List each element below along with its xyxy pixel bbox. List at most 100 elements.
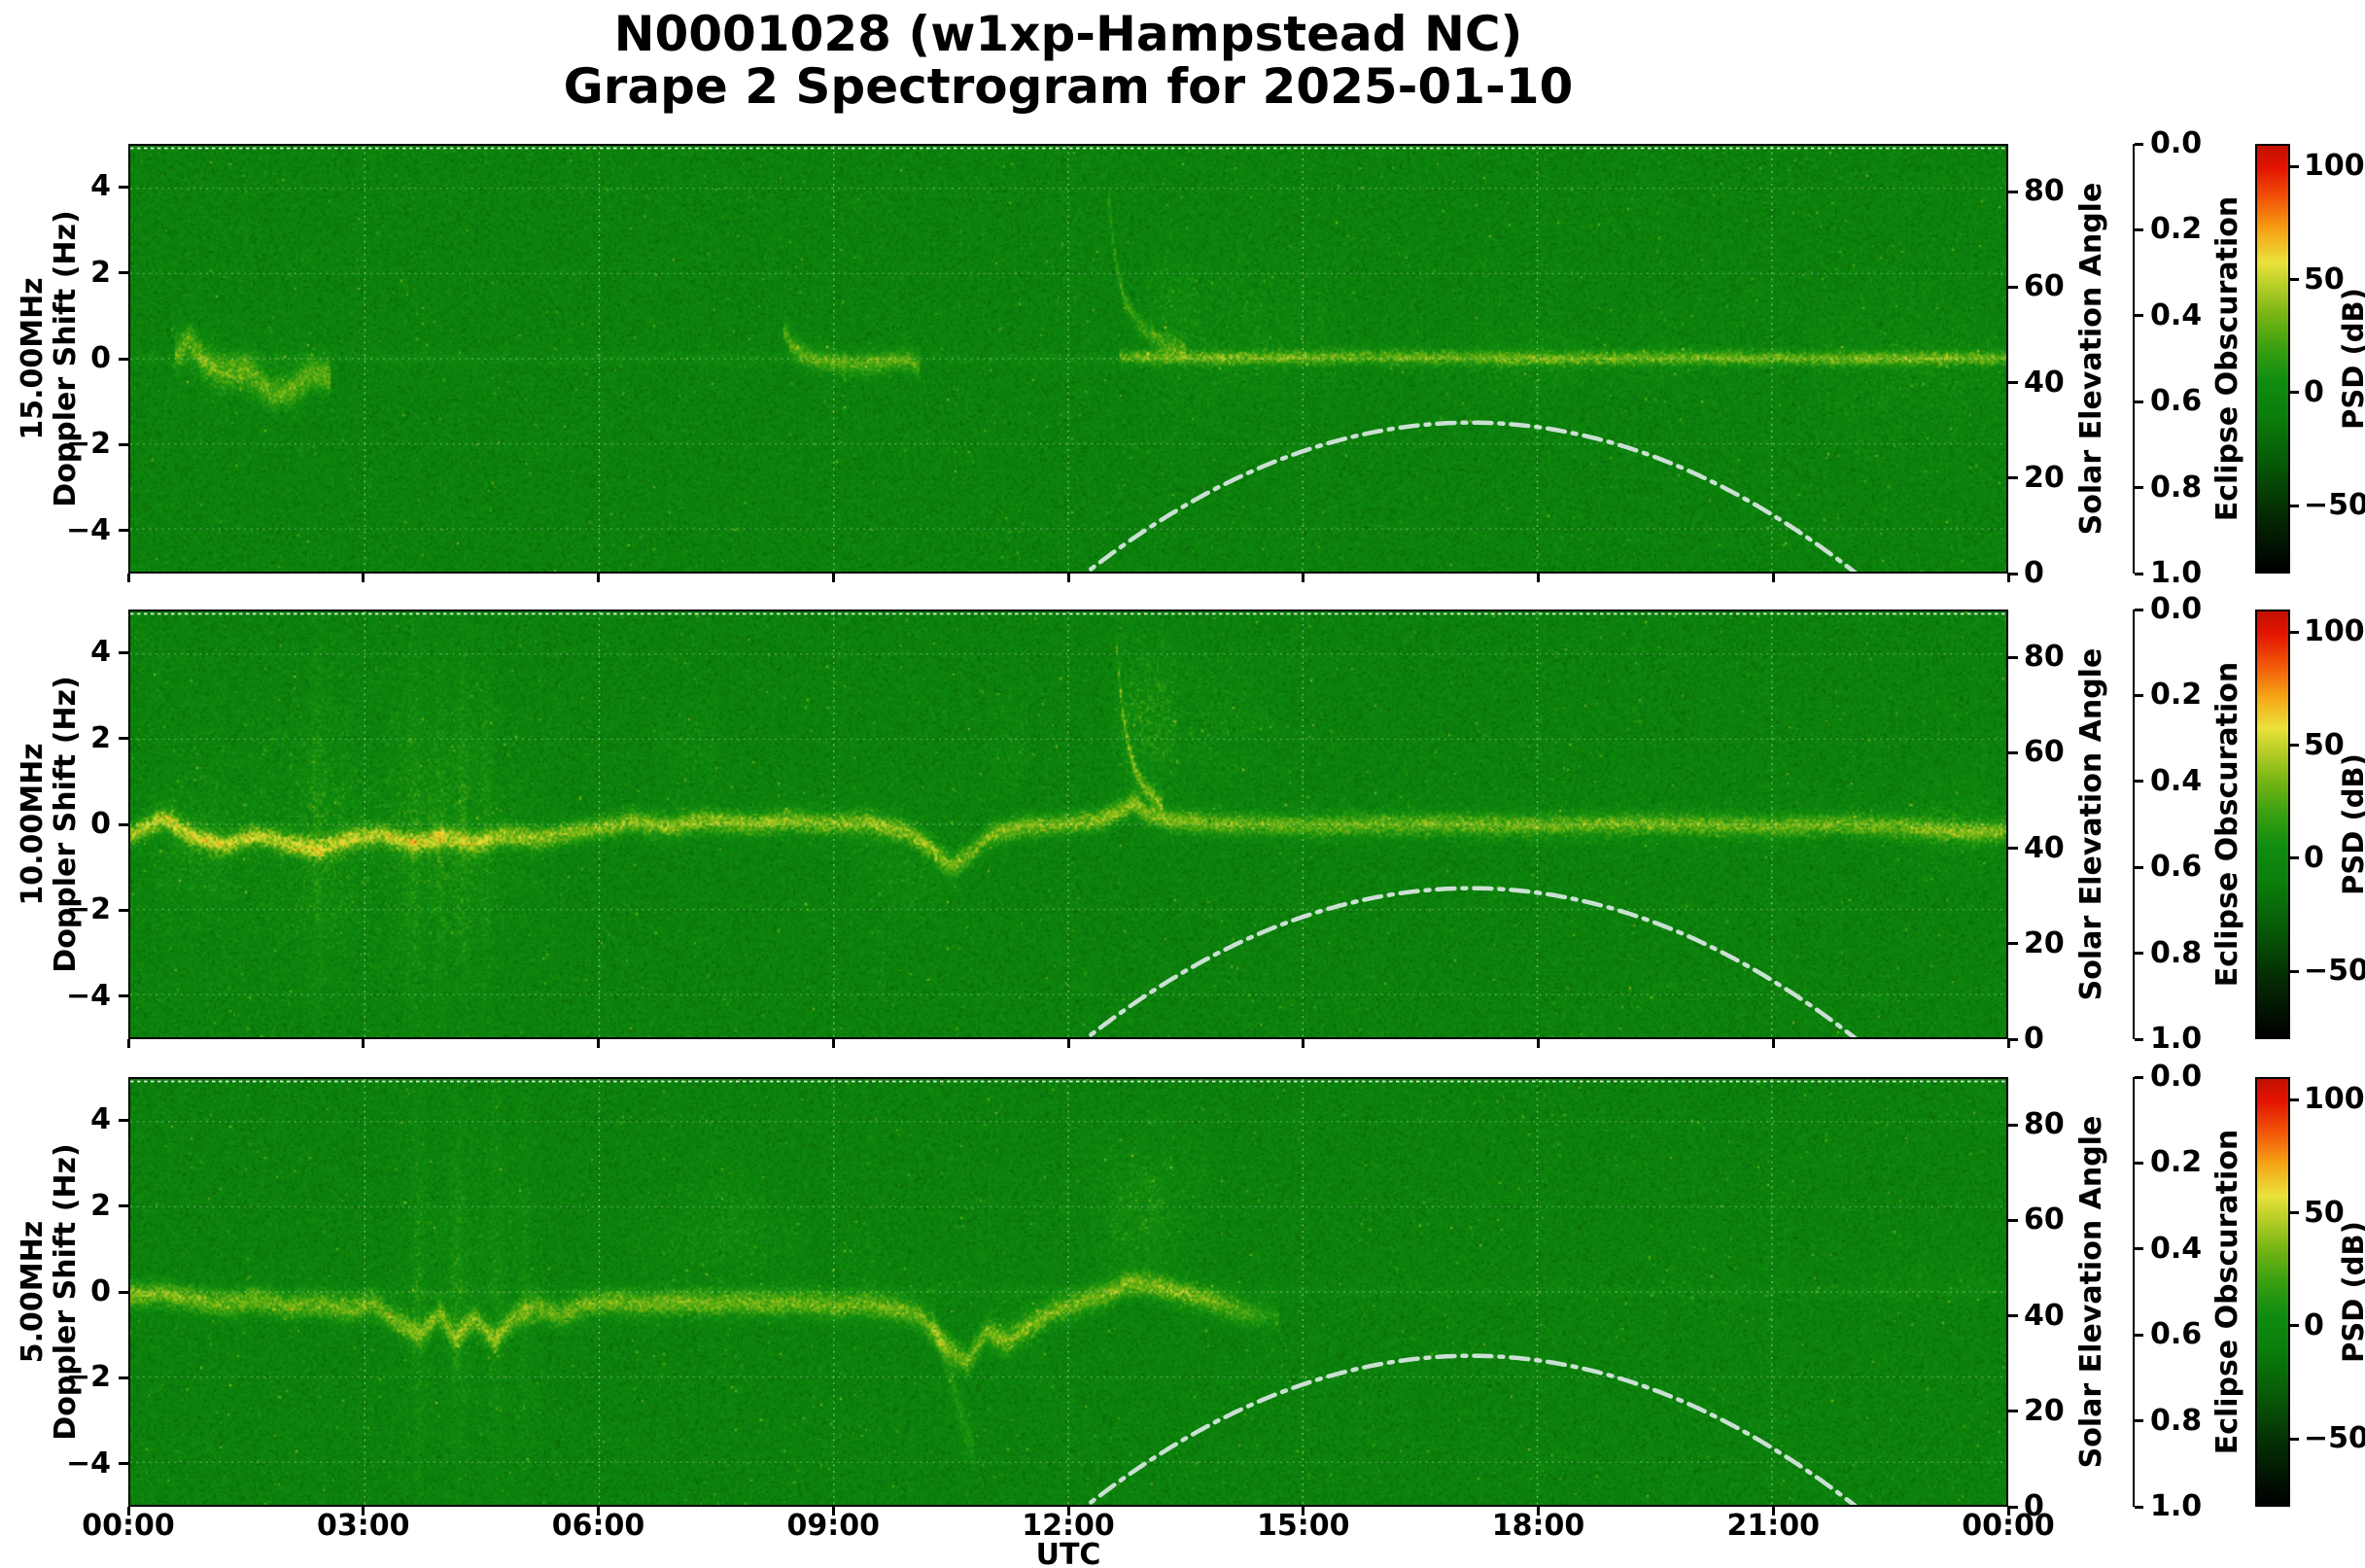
eclipse-tick-mark	[2135, 1247, 2143, 1251]
x-tick-mark	[362, 1039, 365, 1048]
doppler-tick-label: −2	[65, 892, 111, 927]
eclipse-tick-label: 0.6	[2150, 850, 2203, 885]
solar-tick-mark	[2008, 1410, 2018, 1413]
eclipse-axis-spine	[2133, 1077, 2135, 1507]
x-tick-label: 09:00	[786, 1509, 881, 1543]
solar-tick-label: 0	[2024, 556, 2044, 590]
psd-tick-mark	[2290, 278, 2299, 282]
eclipse-tick-mark	[2135, 314, 2143, 318]
x-tick-mark	[1066, 574, 1070, 582]
solar-tick-mark	[2008, 1505, 2018, 1509]
doppler-tick-label: −4	[65, 512, 111, 547]
x-tick-mark	[597, 1507, 600, 1516]
solar-tick-mark	[2008, 655, 2018, 659]
x-tick-mark	[597, 574, 600, 582]
doppler-tick-mark	[119, 529, 128, 533]
solar-tick-mark	[2008, 847, 2018, 851]
doppler-tick-label: 2	[90, 255, 111, 290]
doppler-tick-mark	[119, 271, 128, 275]
x-tick-mark	[1537, 574, 1540, 582]
x-tick-mark	[1537, 1507, 1540, 1516]
psd-tick-mark	[2290, 744, 2299, 748]
eclipse-tick-mark	[2135, 1161, 2143, 1165]
eclipse-tick-label: 0.0	[2150, 592, 2203, 626]
psd-tick-label: 0	[2304, 1307, 2324, 1342]
doppler-tick-mark	[119, 650, 128, 654]
panel-overlay	[130, 1079, 2006, 1505]
psd-tick-label: 0	[2304, 374, 2324, 409]
eclipse-tick-label: 0.2	[2150, 1145, 2203, 1180]
x-tick-label: 18:00	[1491, 1509, 1585, 1543]
psd-tick-mark	[2290, 504, 2299, 507]
doppler-tick-label: 4	[90, 635, 111, 670]
x-tick-mark	[362, 574, 365, 582]
doppler-tick-mark	[119, 1204, 128, 1208]
x-tick-mark	[1771, 574, 1775, 582]
x-axis-label: UTC	[1035, 1538, 1101, 1568]
solar-tick-mark	[2008, 1037, 2018, 1041]
x-tick-label: 21:00	[1726, 1509, 1821, 1543]
eclipse-axis-label: Eclipse Obscuration	[2210, 1129, 2244, 1455]
doppler-tick-mark	[119, 822, 128, 826]
eclipse-tick-mark	[2135, 1333, 2143, 1337]
doppler-axis-label: Doppler Shift (Hz)	[49, 1143, 83, 1441]
eclipse-tick-label: 0.0	[2150, 1060, 2203, 1094]
eclipse-tick-mark	[2135, 400, 2143, 403]
psd-tick-mark	[2290, 164, 2299, 168]
doppler-tick-mark	[119, 1118, 128, 1122]
eclipse-tick-label: 0.2	[2150, 212, 2203, 247]
solar-tick-label: 20	[2024, 460, 2065, 495]
doppler-tick-label: −4	[65, 978, 111, 1013]
eclipse-tick-label: 0.6	[2150, 1317, 2203, 1352]
psd-tick-label: −50	[2304, 1421, 2365, 1456]
eclipse-tick-label: 0.6	[2150, 384, 2203, 419]
eclipse-tick-mark	[2135, 693, 2143, 697]
doppler-tick-label: 2	[90, 1188, 111, 1223]
psd-tick-label: 100	[2304, 149, 2365, 184]
eclipse-tick-mark	[2135, 865, 2143, 869]
doppler-tick-label: 4	[90, 169, 111, 204]
x-tick-mark	[126, 1507, 130, 1516]
doppler-tick-mark	[119, 1290, 128, 1294]
x-tick-mark	[2006, 574, 2010, 582]
solar-elevation-curve	[1084, 1353, 1858, 1505]
psd-tick-mark	[2290, 1211, 2299, 1215]
solar-tick-mark	[2008, 476, 2018, 480]
x-tick-label: 06:00	[551, 1509, 645, 1543]
doppler-tick-mark	[119, 994, 128, 998]
eclipse-tick-mark	[2135, 1075, 2143, 1079]
solar-tick-mark	[2008, 285, 2018, 289]
psd-colorbar	[2255, 610, 2290, 1039]
x-tick-mark	[126, 574, 130, 582]
x-tick-mark	[126, 1039, 130, 1048]
eclipse-tick-label: 0.8	[2150, 1403, 2203, 1438]
x-tick-mark	[2006, 1507, 2010, 1516]
eclipse-tick-label: 1.0	[2150, 1489, 2203, 1523]
psd-tick-mark	[2290, 969, 2299, 973]
psd-tick-label: 100	[2304, 1082, 2365, 1117]
eclipse-tick-label: 0.2	[2150, 678, 2203, 713]
eclipse-tick-mark	[2135, 572, 2143, 575]
doppler-tick-mark	[119, 1462, 128, 1466]
doppler-tick-mark	[119, 1376, 128, 1379]
psd-tick-label: 0	[2304, 840, 2324, 875]
spectrogram-canvas	[130, 611, 2006, 1037]
solar-tick-label: 0	[2024, 1022, 2044, 1056]
doppler-tick-label: 0	[90, 341, 111, 375]
doppler-tick-label: −4	[65, 1446, 111, 1481]
doppler-tick-mark	[119, 442, 128, 446]
psd-colorbar	[2255, 1077, 2290, 1507]
eclipse-tick-label: 1.0	[2150, 556, 2203, 590]
solar-tick-label: 60	[2024, 735, 2065, 770]
eclipse-tick-mark	[2135, 142, 2143, 146]
x-tick-mark	[1771, 1039, 1775, 1048]
solar-tick-mark	[2008, 1123, 2018, 1127]
solar-tick-mark	[2008, 942, 2018, 946]
psd-tick-label: −50	[2304, 488, 2365, 523]
doppler-tick-label: 0	[90, 807, 111, 841]
eclipse-tick-mark	[2135, 486, 2143, 490]
solar-tick-label: 40	[2024, 1298, 2065, 1333]
psd-tick-mark	[2290, 1098, 2299, 1101]
x-tick-mark	[1537, 1039, 1540, 1048]
